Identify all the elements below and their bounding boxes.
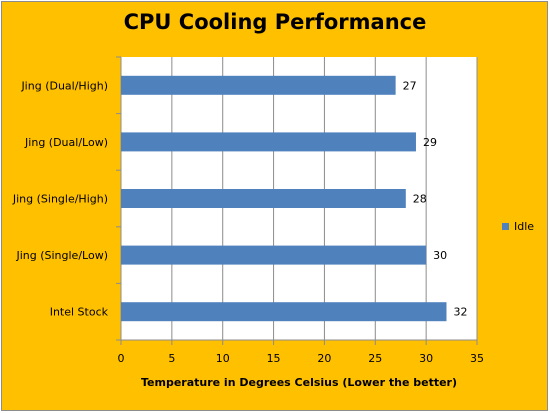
x-tick-label: 10 [216, 352, 230, 365]
bar [121, 189, 406, 208]
data-label: 28 [413, 193, 427, 206]
x-tick-label: 20 [317, 352, 331, 365]
x-axis-title: Temperature in Degrees Celsius (Lower th… [140, 376, 457, 389]
category-label: Jing (Single/Low) [15, 249, 108, 262]
legend: Idle [502, 220, 534, 233]
chart-title: CPU Cooling Performance [123, 10, 427, 34]
bar [121, 132, 416, 152]
data-label: 29 [423, 136, 437, 149]
bar [121, 245, 427, 265]
legend-swatch [502, 223, 509, 230]
bar [121, 75, 396, 95]
category-label: Jing (Dual/High) [20, 79, 108, 92]
category-label: Intel Stock [50, 306, 109, 319]
x-tick-label: 0 [118, 352, 125, 365]
category-label: Jing (Single/High) [12, 193, 108, 206]
x-tick-label: 25 [368, 352, 382, 365]
x-tick-label: 5 [168, 352, 175, 365]
x-tick-label: 30 [419, 352, 433, 365]
x-tick-label: 35 [470, 352, 484, 365]
legend-label: Idle [514, 220, 535, 233]
bar [121, 302, 447, 322]
x-tick-label: 15 [267, 352, 281, 365]
data-label: 27 [403, 79, 417, 92]
data-label: 32 [453, 306, 467, 319]
category-label: Jing (Dual/Low) [24, 136, 108, 149]
data-label: 30 [433, 249, 447, 262]
